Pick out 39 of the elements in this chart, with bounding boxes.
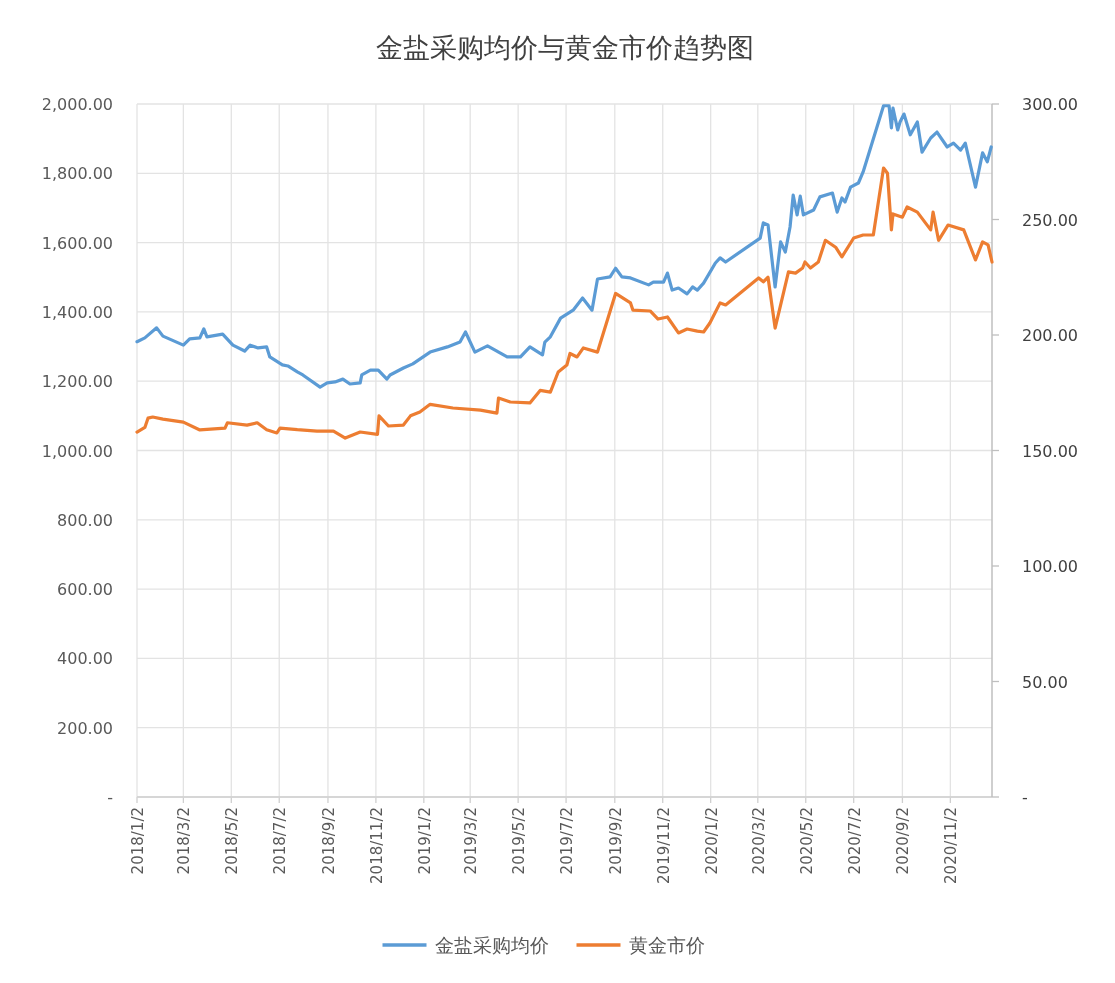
y-tick-label: 400.00 xyxy=(57,649,113,669)
x-tick-label: 2019/9/2 xyxy=(606,807,625,875)
y-tick-label: 600.00 xyxy=(57,580,113,600)
y-tick-label: 1,800.00 xyxy=(41,164,113,184)
x-tick-label: 2020/7/2 xyxy=(845,807,864,875)
x-tick-label: 2019/5/2 xyxy=(510,807,529,875)
x-tick-label: 2020/3/2 xyxy=(749,807,768,875)
x-tick-label: 2020/11/2 xyxy=(942,807,961,884)
y-tick-label: 800.00 xyxy=(57,510,113,530)
x-tick-label: 2019/11/2 xyxy=(654,807,673,884)
y2-tick-label: 50.00 xyxy=(1022,672,1068,692)
y-tick-label: 1,400.00 xyxy=(41,302,113,322)
legend-label: 金盐采购均价 xyxy=(434,934,549,956)
x-tick-label: 2018/3/2 xyxy=(175,807,194,875)
y2-tick-label: 100.00 xyxy=(1022,557,1078,576)
x-tick-label: 2019/3/2 xyxy=(462,807,481,875)
y2-tick-label: 250.00 xyxy=(1022,210,1078,230)
y2-tick-label: 150.00 xyxy=(1022,441,1078,461)
x-tick-label: 2018/11/2 xyxy=(367,807,386,884)
x-tick-label: 2019/7/2 xyxy=(558,807,577,875)
y-tick-label: - xyxy=(107,788,113,807)
x-tick-label: 2020/5/2 xyxy=(797,807,816,875)
y-tick-label: 1,600.00 xyxy=(41,233,113,253)
x-tick-label: 2018/9/2 xyxy=(319,807,338,875)
y2-tick-label: - xyxy=(1022,788,1028,807)
legend-label: 黄金市价 xyxy=(628,934,705,956)
x-tick-label: 2018/7/2 xyxy=(271,807,290,875)
y2-tick-label: 200.00 xyxy=(1022,326,1078,345)
x-tick-label: 2019/1/2 xyxy=(415,807,434,875)
x-tick-label: 2018/5/2 xyxy=(223,807,242,875)
y-tick-label: 2,000.00 xyxy=(41,95,113,114)
chart-title: 金盐采购均价与黄金市价趋势图 xyxy=(375,32,754,63)
x-tick-label: 2020/1/2 xyxy=(702,807,721,875)
y-tick-label: 1,200.00 xyxy=(41,372,113,392)
y-tick-label: 200.00 xyxy=(57,718,113,738)
x-tick-label: 2018/1/2 xyxy=(129,807,147,875)
x-tick-label: 2020/9/2 xyxy=(894,807,913,875)
y-tick-label: 1,000.00 xyxy=(41,441,113,461)
y2-tick-label: 300.00 xyxy=(1022,95,1078,114)
